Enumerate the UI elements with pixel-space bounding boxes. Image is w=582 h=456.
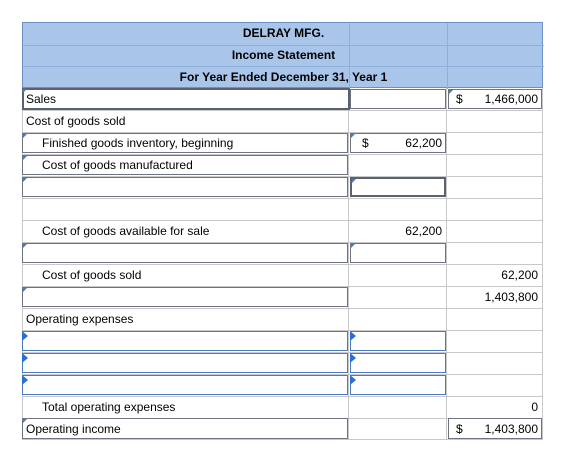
input-flag-icon bbox=[23, 419, 27, 423]
statement-header: DELRAY MFG. Income Statement For Year En… bbox=[22, 22, 544, 89]
cogm-label: Cost of goods manufactured bbox=[42, 158, 193, 172]
row-opex-input bbox=[22, 330, 543, 352]
opex-label-field[interactable] bbox=[22, 375, 348, 395]
total-opex-amount: 0 bbox=[531, 400, 538, 414]
input-arrow-icon bbox=[22, 331, 28, 341]
cogs-amount: 62,200 bbox=[501, 268, 538, 282]
company-name: DELRAY MFG. bbox=[242, 26, 325, 40]
row-fg-beginning: Finished goods inventory, beginning $ 62… bbox=[22, 132, 543, 154]
input-arrow-icon bbox=[22, 353, 28, 363]
input-flag-icon bbox=[23, 178, 27, 182]
available-amount: 62,200 bbox=[405, 224, 442, 238]
sales-amount: 1,466,000 bbox=[484, 92, 538, 106]
input-flag-icon bbox=[352, 179, 356, 183]
row-cogm: Cost of goods manufactured bbox=[22, 154, 543, 176]
input-flag-icon bbox=[449, 90, 453, 94]
input-flag-icon bbox=[351, 244, 355, 248]
cogm-amount-field[interactable] bbox=[350, 177, 446, 197]
row-opex-input bbox=[22, 374, 543, 396]
input-flag-icon bbox=[23, 244, 27, 248]
row-cogs-heading: Cost of goods sold bbox=[22, 110, 543, 132]
sales-label-field[interactable] bbox=[22, 88, 350, 110]
row-opex-input bbox=[22, 352, 543, 374]
income-statement-sheet: DELRAY MFG. Income Statement For Year En… bbox=[22, 22, 544, 440]
row-opex-heading: Operating expenses bbox=[22, 308, 543, 330]
row-gross-profit: 1,403,800 bbox=[22, 286, 543, 308]
row-cogm-input bbox=[22, 176, 543, 198]
operating-income-label: Operating income bbox=[26, 422, 121, 436]
fg-beginning-label: Finished goods inventory, beginning bbox=[42, 136, 234, 150]
statement-title: Income Statement bbox=[231, 48, 336, 62]
opex-label-field[interactable] bbox=[22, 353, 348, 373]
opex-amount-field[interactable] bbox=[350, 331, 446, 351]
row-sales: Sales $ 1,466,000 bbox=[22, 88, 543, 110]
operating-income-amount: 1,403,800 bbox=[484, 422, 538, 436]
input-arrow-icon bbox=[22, 375, 28, 385]
input-flag-icon bbox=[23, 89, 27, 93]
input-arrow-icon bbox=[350, 375, 356, 385]
input-flag-icon bbox=[23, 134, 27, 138]
cogm-label-field[interactable] bbox=[22, 155, 348, 175]
ending-label-field[interactable] bbox=[22, 243, 348, 263]
input-flag-icon bbox=[351, 134, 355, 138]
fg-beginning-amount-field[interactable] bbox=[350, 133, 446, 153]
sales-amount-field[interactable] bbox=[448, 89, 542, 109]
available-label: Cost of goods available for sale bbox=[42, 224, 210, 238]
row-operating-income: Operating income $ 1,403,800 bbox=[22, 418, 543, 440]
cogs-label: Cost of goods sold bbox=[42, 268, 142, 282]
sales-label: Sales bbox=[26, 92, 57, 106]
cogs-heading-label: Cost of goods sold bbox=[26, 114, 126, 128]
operating-income-currency: $ bbox=[456, 422, 463, 436]
statement-period: For Year Ended December 31, Year 1 bbox=[179, 70, 388, 84]
input-arrow-icon bbox=[350, 331, 356, 341]
input-flag-icon bbox=[23, 288, 27, 292]
input-arrow-icon bbox=[350, 353, 356, 363]
opex-amount-field[interactable] bbox=[350, 353, 446, 373]
cogm-extra-label-field[interactable] bbox=[22, 177, 348, 197]
fg-beginning-amount: 62,200 bbox=[405, 136, 442, 150]
opex-label-field[interactable] bbox=[22, 331, 348, 351]
sales-currency: $ bbox=[456, 92, 463, 106]
gross-profit-label-field[interactable] bbox=[22, 287, 348, 307]
sales-middle-field[interactable] bbox=[350, 89, 446, 109]
operating-income-amount-field[interactable] bbox=[448, 418, 542, 439]
fg-beginning-label-field[interactable] bbox=[22, 133, 348, 153]
row-cogs: Cost of goods sold 62,200 bbox=[22, 264, 543, 286]
fg-beginning-currency: $ bbox=[362, 136, 369, 150]
operating-income-label-field[interactable] bbox=[22, 418, 348, 439]
row-total-opex: Total operating expenses 0 bbox=[22, 396, 543, 418]
ending-amount-field[interactable] bbox=[350, 243, 446, 263]
opex-amount-field[interactable] bbox=[350, 375, 446, 395]
total-opex-label: Total operating expenses bbox=[42, 400, 176, 414]
opex-heading-label: Operating expenses bbox=[26, 312, 134, 326]
row-ending-input bbox=[22, 242, 543, 264]
row-available: Cost of goods available for sale 62,200 bbox=[22, 220, 543, 242]
gross-profit-amount: 1,403,800 bbox=[484, 290, 538, 304]
input-flag-icon bbox=[23, 156, 27, 160]
